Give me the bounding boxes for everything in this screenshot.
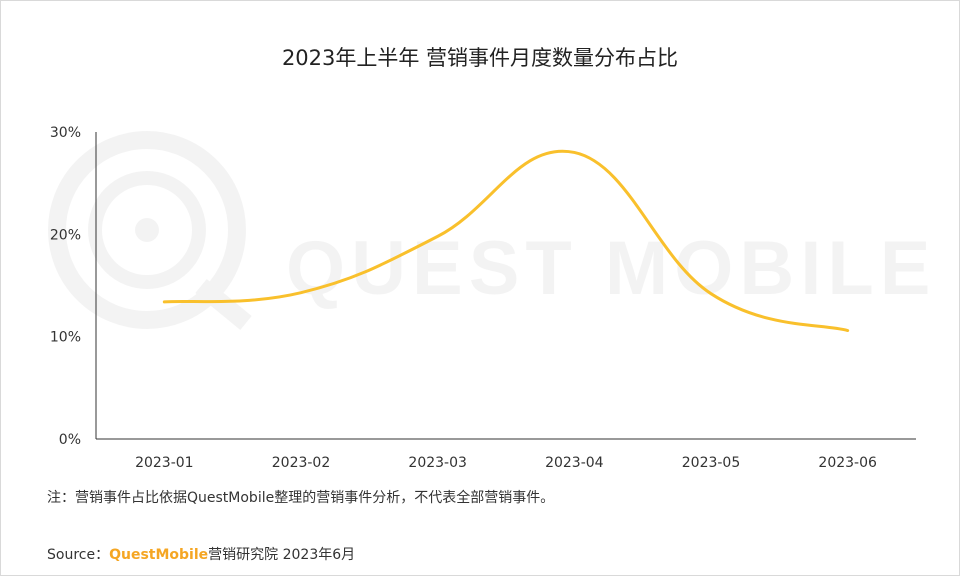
x-tick-label: 2023-03 <box>408 455 467 471</box>
x-tick-label: 2023-02 <box>272 455 331 471</box>
x-tick-label: 2023-06 <box>818 455 877 471</box>
y-tick-label: 10% <box>50 330 81 346</box>
watermark-logo-icon <box>48 131 252 330</box>
x-tick-label: 2023-01 <box>135 455 194 471</box>
line-chart: QUEST MOBILE 0% 10% 20% 30% 2023-01 2023-02 2… <box>48 125 936 471</box>
source-text: 营销研究院 2023年6月 <box>208 547 356 563</box>
y-tick-label: 30% <box>50 125 81 141</box>
source-label: Source： <box>47 547 110 563</box>
series-line <box>162 149 850 333</box>
x-tick-label: 2023-05 <box>682 455 741 471</box>
y-tick-label: 0% <box>59 432 81 448</box>
chart-source: Source：QuestMobile营销研究院 2023年6月 <box>47 544 355 564</box>
y-tick-label: 20% <box>50 227 81 243</box>
x-tick-label: 2023-04 <box>545 455 604 471</box>
chart-title: 2023年上半年 营销事件月度数量分布占比 <box>281 46 679 70</box>
chart-note: 注：营销事件占比依据QuestMobile整理的营销事件分析，不代表全部营销事件… <box>47 490 555 506</box>
watermark-text: QUEST MOBILE <box>286 226 936 311</box>
source-brand: QuestMobile <box>109 547 209 563</box>
